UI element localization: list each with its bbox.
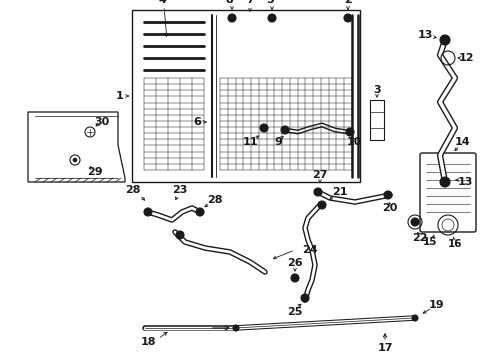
Text: 8: 8 bbox=[224, 0, 232, 5]
Text: 26: 26 bbox=[286, 258, 302, 268]
Text: 12: 12 bbox=[457, 53, 473, 63]
Circle shape bbox=[260, 124, 267, 132]
Text: 1: 1 bbox=[116, 91, 123, 101]
Text: 20: 20 bbox=[382, 203, 397, 213]
FancyBboxPatch shape bbox=[419, 153, 475, 232]
Text: 9: 9 bbox=[273, 137, 282, 147]
Circle shape bbox=[313, 188, 321, 196]
Circle shape bbox=[343, 14, 351, 22]
Text: 17: 17 bbox=[376, 343, 392, 353]
Circle shape bbox=[439, 177, 449, 187]
Text: 30: 30 bbox=[94, 117, 109, 127]
Text: 14: 14 bbox=[453, 137, 469, 147]
Circle shape bbox=[143, 208, 152, 216]
Text: 24: 24 bbox=[302, 245, 317, 255]
Text: 4: 4 bbox=[158, 0, 165, 5]
Text: 25: 25 bbox=[287, 307, 302, 317]
Text: 28: 28 bbox=[125, 185, 141, 195]
Text: 19: 19 bbox=[428, 300, 444, 310]
Text: 23: 23 bbox=[172, 185, 187, 195]
Text: 27: 27 bbox=[312, 170, 327, 180]
Circle shape bbox=[317, 201, 325, 209]
Circle shape bbox=[290, 274, 298, 282]
Text: 16: 16 bbox=[447, 239, 461, 249]
Text: 2: 2 bbox=[344, 0, 351, 5]
Circle shape bbox=[383, 191, 391, 199]
Text: 7: 7 bbox=[245, 0, 253, 5]
Text: 29: 29 bbox=[87, 167, 102, 177]
Circle shape bbox=[267, 14, 275, 22]
Circle shape bbox=[73, 158, 77, 162]
Circle shape bbox=[439, 35, 449, 45]
Circle shape bbox=[176, 231, 183, 239]
Text: 18: 18 bbox=[140, 337, 156, 347]
Text: 6: 6 bbox=[193, 117, 201, 127]
Text: 22: 22 bbox=[411, 233, 427, 243]
Text: 13: 13 bbox=[456, 177, 472, 187]
Circle shape bbox=[281, 126, 288, 134]
Circle shape bbox=[410, 218, 418, 226]
Text: 10: 10 bbox=[346, 137, 361, 147]
Bar bbox=[132, 10, 359, 182]
Text: 15: 15 bbox=[422, 237, 436, 247]
Text: 3: 3 bbox=[372, 85, 380, 95]
Text: 13: 13 bbox=[416, 30, 432, 40]
Text: 11: 11 bbox=[242, 137, 257, 147]
Circle shape bbox=[411, 315, 417, 321]
Circle shape bbox=[346, 128, 353, 136]
Text: 21: 21 bbox=[331, 187, 347, 197]
Circle shape bbox=[232, 325, 239, 331]
Bar bbox=[369, 100, 383, 140]
Circle shape bbox=[301, 294, 308, 302]
Circle shape bbox=[196, 208, 203, 216]
Text: 5: 5 bbox=[265, 0, 273, 5]
Circle shape bbox=[227, 14, 236, 22]
Text: 28: 28 bbox=[207, 195, 223, 205]
